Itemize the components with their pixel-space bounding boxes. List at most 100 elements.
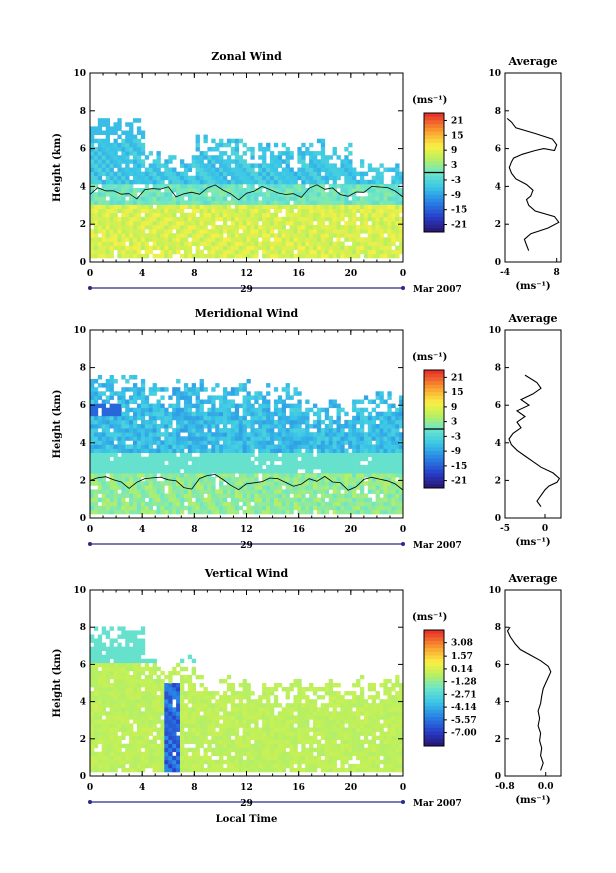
heatmap-cell <box>90 747 95 753</box>
profile-title: Average <box>507 312 557 325</box>
heatmap-cell <box>129 509 134 515</box>
heatmap-cell <box>324 245 330 251</box>
heatmap-cell <box>270 464 275 470</box>
heatmap-cell <box>352 436 357 441</box>
heatmap-cell <box>270 485 275 490</box>
heatmap-cell <box>168 403 173 409</box>
heatmap-cell <box>140 253 146 259</box>
heatmap-cell <box>113 469 118 474</box>
heatmap-cell <box>344 440 349 445</box>
heatmap-cell <box>211 147 216 152</box>
heatmap-cell <box>113 662 118 668</box>
heatmap-cell <box>230 151 236 156</box>
colorbar-tick-label: 3 <box>451 418 457 428</box>
heatmap-cell <box>93 469 99 474</box>
heatmap-cell <box>356 179 361 185</box>
heatmap-cell <box>93 444 99 449</box>
heatmap-cell <box>148 711 153 716</box>
heatmap-cell <box>360 448 365 453</box>
heatmap-cell <box>168 493 173 498</box>
heatmap-cell <box>152 212 157 218</box>
heatmap-cell <box>332 460 337 466</box>
heatmap-cell <box>160 220 165 226</box>
heatmap-cell <box>320 229 326 234</box>
heatmap-cell <box>332 473 337 478</box>
heatmap-cell <box>363 212 369 218</box>
heatmap-cell <box>219 142 224 148</box>
heatmap-cell <box>215 448 220 453</box>
heatmap-cell <box>230 237 236 242</box>
heatmap-cell <box>90 763 95 769</box>
heatmap-cell <box>281 229 286 234</box>
heatmap-cell <box>399 456 404 462</box>
heatmap-cell <box>113 130 118 135</box>
heatmap-cell <box>117 399 122 404</box>
heatmap-cell <box>109 395 114 400</box>
heatmap-cell <box>121 658 126 664</box>
heatmap-cell <box>262 419 267 425</box>
heatmap-cell <box>195 464 200 470</box>
heatmap-cell <box>301 489 306 494</box>
heatmap-cell <box>246 220 251 226</box>
heatmap-cell <box>266 196 271 201</box>
heatmap-cell <box>309 179 314 185</box>
heatmap-cell <box>195 481 200 486</box>
heatmap-cell <box>90 171 95 177</box>
heatmap-cell <box>277 428 283 433</box>
heatmap-cell <box>164 432 169 437</box>
heatmap-cell <box>344 473 349 478</box>
heatmap-cell <box>117 159 122 164</box>
heatmap-cell <box>367 428 373 433</box>
heatmap-cell <box>383 485 388 490</box>
heatmap-cell <box>246 456 251 462</box>
heatmap-cell <box>305 448 310 453</box>
heatmap-cell <box>340 448 345 453</box>
heatmap-cell <box>144 493 150 498</box>
heatmap-cell <box>375 192 380 197</box>
heatmap-cell <box>105 711 110 716</box>
heatmap-cell <box>211 436 216 441</box>
heatmap-cell <box>156 509 161 515</box>
heatmap-cell <box>93 237 99 242</box>
heatmap-cell <box>207 460 212 466</box>
heatmap-cell <box>270 159 275 164</box>
heatmap-cell <box>363 473 369 478</box>
heatmap-cell <box>395 481 400 486</box>
heatmap-cell <box>215 159 220 164</box>
heatmap-cell <box>254 415 259 421</box>
heatmap-cell <box>301 163 306 168</box>
heatmap-cell <box>246 233 251 238</box>
heatmap-cell <box>230 208 236 214</box>
heatmap-cell <box>125 192 130 197</box>
heatmap-cell <box>187 220 193 226</box>
heatmap-cell <box>90 460 95 466</box>
heatmap-cell <box>238 497 243 503</box>
heatmap-cell <box>316 485 322 490</box>
heatmap-cell <box>238 183 243 189</box>
heatmap-cell <box>180 419 185 425</box>
heatmap-cell <box>266 501 271 507</box>
heatmap-cell <box>273 142 279 148</box>
heatmap-cell <box>109 662 114 668</box>
heatmap-cell <box>148 424 153 429</box>
heatmap-cell <box>203 477 208 482</box>
heatmap-cell <box>375 216 380 222</box>
heatmap-cell <box>140 204 146 209</box>
colorbar-band <box>424 220 444 225</box>
heatmap-cell <box>215 204 220 209</box>
heatmap-cell <box>348 509 353 515</box>
heatmap-cell <box>219 171 224 177</box>
heatmap-cell <box>136 151 142 156</box>
heatmap-cell <box>226 493 232 498</box>
heatmap-cell <box>395 171 400 177</box>
heatmap-cell <box>93 183 99 189</box>
heatmap-cell <box>313 237 318 242</box>
heatmap-cell <box>105 695 110 700</box>
heatmap-cell <box>309 253 314 259</box>
heatmap-cell <box>211 204 216 209</box>
heatmap-cell <box>117 225 122 230</box>
heatmap-cell <box>297 155 302 160</box>
heatmap-cell <box>93 481 99 486</box>
heatmap-cell <box>176 432 181 437</box>
heatmap-cell <box>223 497 228 503</box>
